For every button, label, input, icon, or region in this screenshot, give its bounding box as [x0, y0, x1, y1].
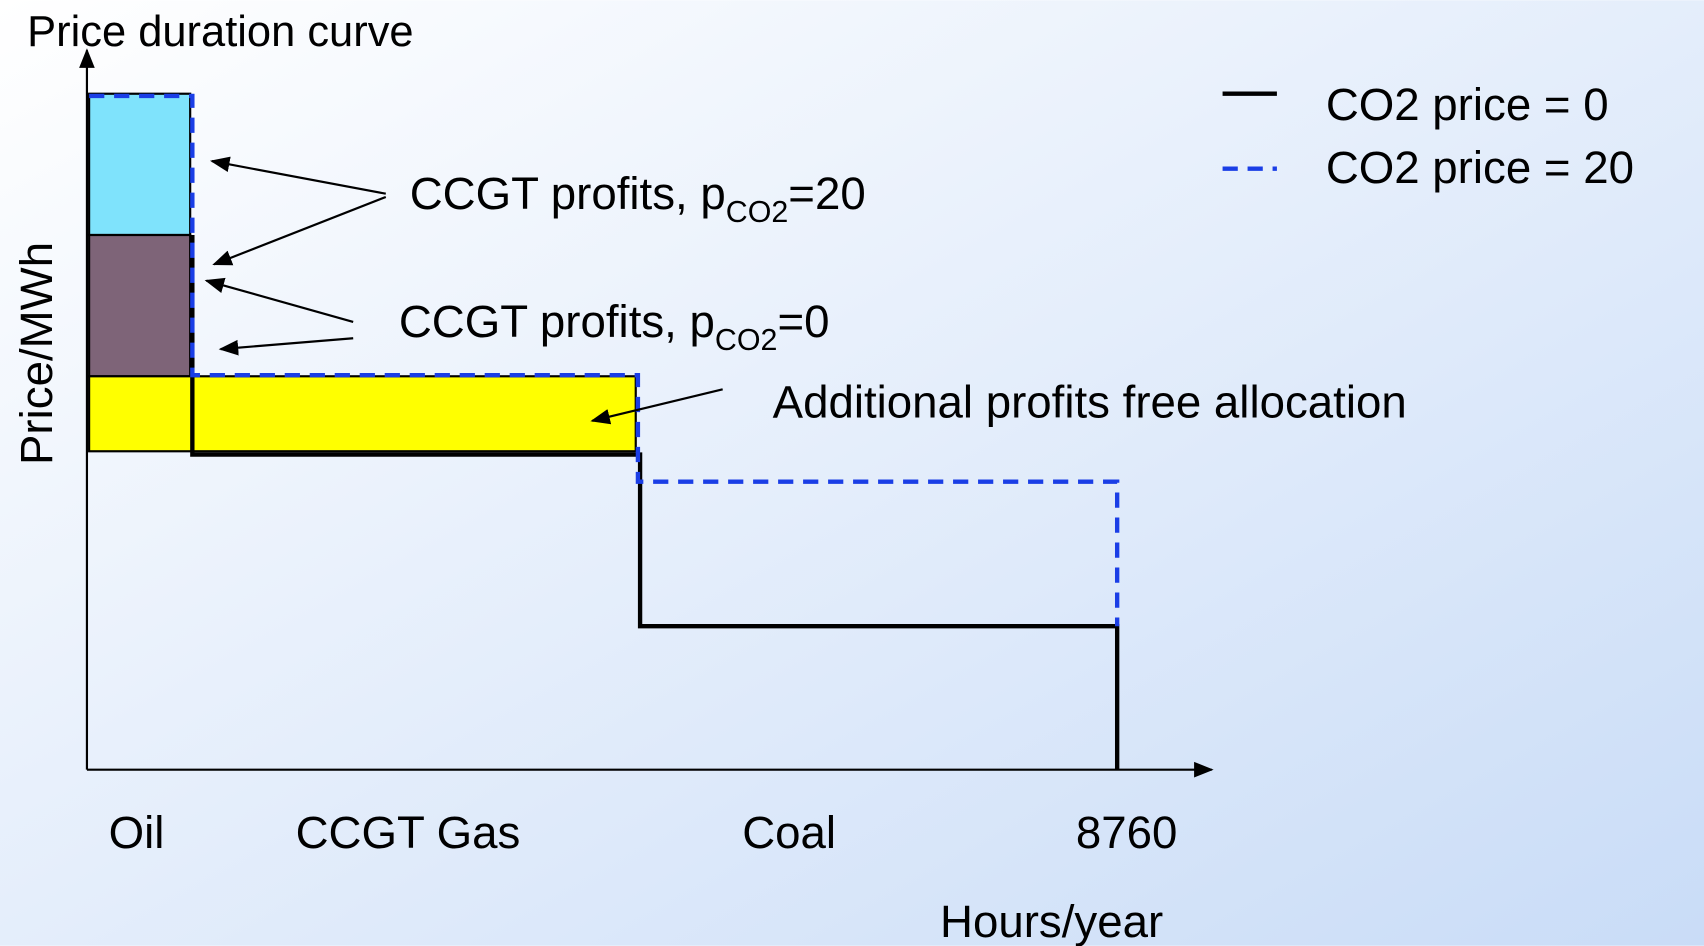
- profit-area-co2-20: [88, 92, 192, 237]
- annotation: CCGT profits, pCO2=20: [410, 168, 866, 229]
- profit-area-co2-0: [88, 233, 192, 378]
- annotation-text: CCGT profits, p: [399, 296, 715, 347]
- annotation-suffix: =20: [788, 168, 865, 219]
- free-allocation-area: [88, 375, 637, 453]
- x-label: Coal: [742, 807, 836, 858]
- annotation: CCGT profits, pCO2=0: [399, 296, 830, 357]
- x-label: Oil: [109, 807, 165, 858]
- annotation-suffix: =0: [777, 296, 829, 347]
- y-axis-label: Price/MWh: [11, 242, 62, 465]
- annotation-text: CCGT profits, p: [410, 168, 726, 219]
- x-label: 8760: [1076, 807, 1178, 858]
- x-axis-label: Hours/year: [940, 896, 1163, 946]
- legend-label: CO2 price = 0: [1326, 79, 1609, 130]
- annotation-subscript: CO2: [715, 323, 778, 357]
- legend-label: CO2 price = 20: [1326, 142, 1634, 193]
- x-label: CCGT Gas: [296, 807, 521, 858]
- annotation-subscript: CO2: [726, 195, 789, 229]
- annotation-arrows: [204, 156, 723, 425]
- curve-co2-20: [89, 93, 1120, 627]
- title: Price duration curve: [27, 8, 413, 56]
- annotation: Additional profits free allocation: [773, 377, 1407, 428]
